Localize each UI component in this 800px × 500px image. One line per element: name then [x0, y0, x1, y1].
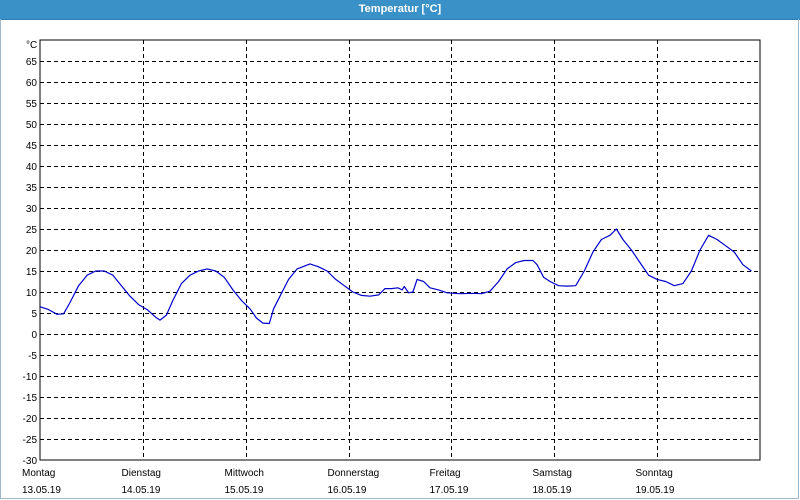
y-tick-label: 40 [26, 162, 38, 173]
y-tick-label: 65 [26, 57, 38, 68]
y-tick-label: -25 [23, 435, 38, 446]
chart-title-bar [0, 0, 800, 20]
x-weekday-label: Freitag [430, 468, 461, 479]
y-tick-label: 15 [26, 267, 38, 278]
y-axis-unit-label: °C [26, 40, 37, 51]
y-tick-label: 50 [26, 120, 38, 131]
y-tick-label: 60 [26, 78, 38, 89]
x-weekday-label: Mittwoch [225, 468, 264, 479]
x-date-label: 17.05.19 [430, 485, 469, 496]
y-tick-label: 35 [26, 183, 38, 194]
x-weekday-label: Sonntag [636, 468, 673, 479]
y-tick-label: -5 [28, 351, 37, 362]
y-tick-label: 20 [26, 246, 38, 257]
plot-area [39, 39, 761, 461]
y-tick-label: 10 [26, 288, 38, 299]
y-tick-label: 55 [26, 99, 38, 110]
y-tick-label: -15 [23, 393, 38, 404]
x-weekday-label: Donnerstag [328, 468, 380, 479]
y-tick-label: 5 [31, 309, 37, 320]
chart-title: Temperatur [°C] [358, 3, 442, 15]
grid [40, 40, 760, 460]
x-date-label: 16.05.19 [328, 485, 367, 496]
x-weekday-label: Montag [22, 468, 55, 479]
y-tick-label: 30 [26, 204, 38, 215]
x-weekday-label: Dienstag [122, 468, 161, 479]
y-tick-label: 45 [26, 141, 38, 152]
x-date-label: 15.05.19 [225, 485, 264, 496]
y-tick-label: -10 [23, 372, 38, 383]
x-date-label: 13.05.19 [22, 485, 61, 496]
y-tick-label: 0 [31, 330, 37, 341]
y-tick-label: 25 [26, 225, 38, 236]
y-tick-label: -30 [23, 456, 38, 467]
series-line [39, 228, 752, 325]
x-date-label: 14.05.19 [122, 485, 161, 496]
x-date-label: 19.05.19 [636, 485, 675, 496]
x-axis-labels: Montag 13.05.19 Dienstag 14.05.19 Mittwoch 15… [22, 468, 675, 496]
x-weekday-label: Samstag [533, 468, 572, 479]
x-date-label: 18.05.19 [533, 485, 572, 496]
y-axis-ticks: 65605550454035302520151050-5-10-15-20-25… [23, 57, 38, 467]
y-tick-label: -20 [23, 414, 38, 425]
series-layer [39, 228, 752, 325]
window-frame [0, 19, 799, 499]
